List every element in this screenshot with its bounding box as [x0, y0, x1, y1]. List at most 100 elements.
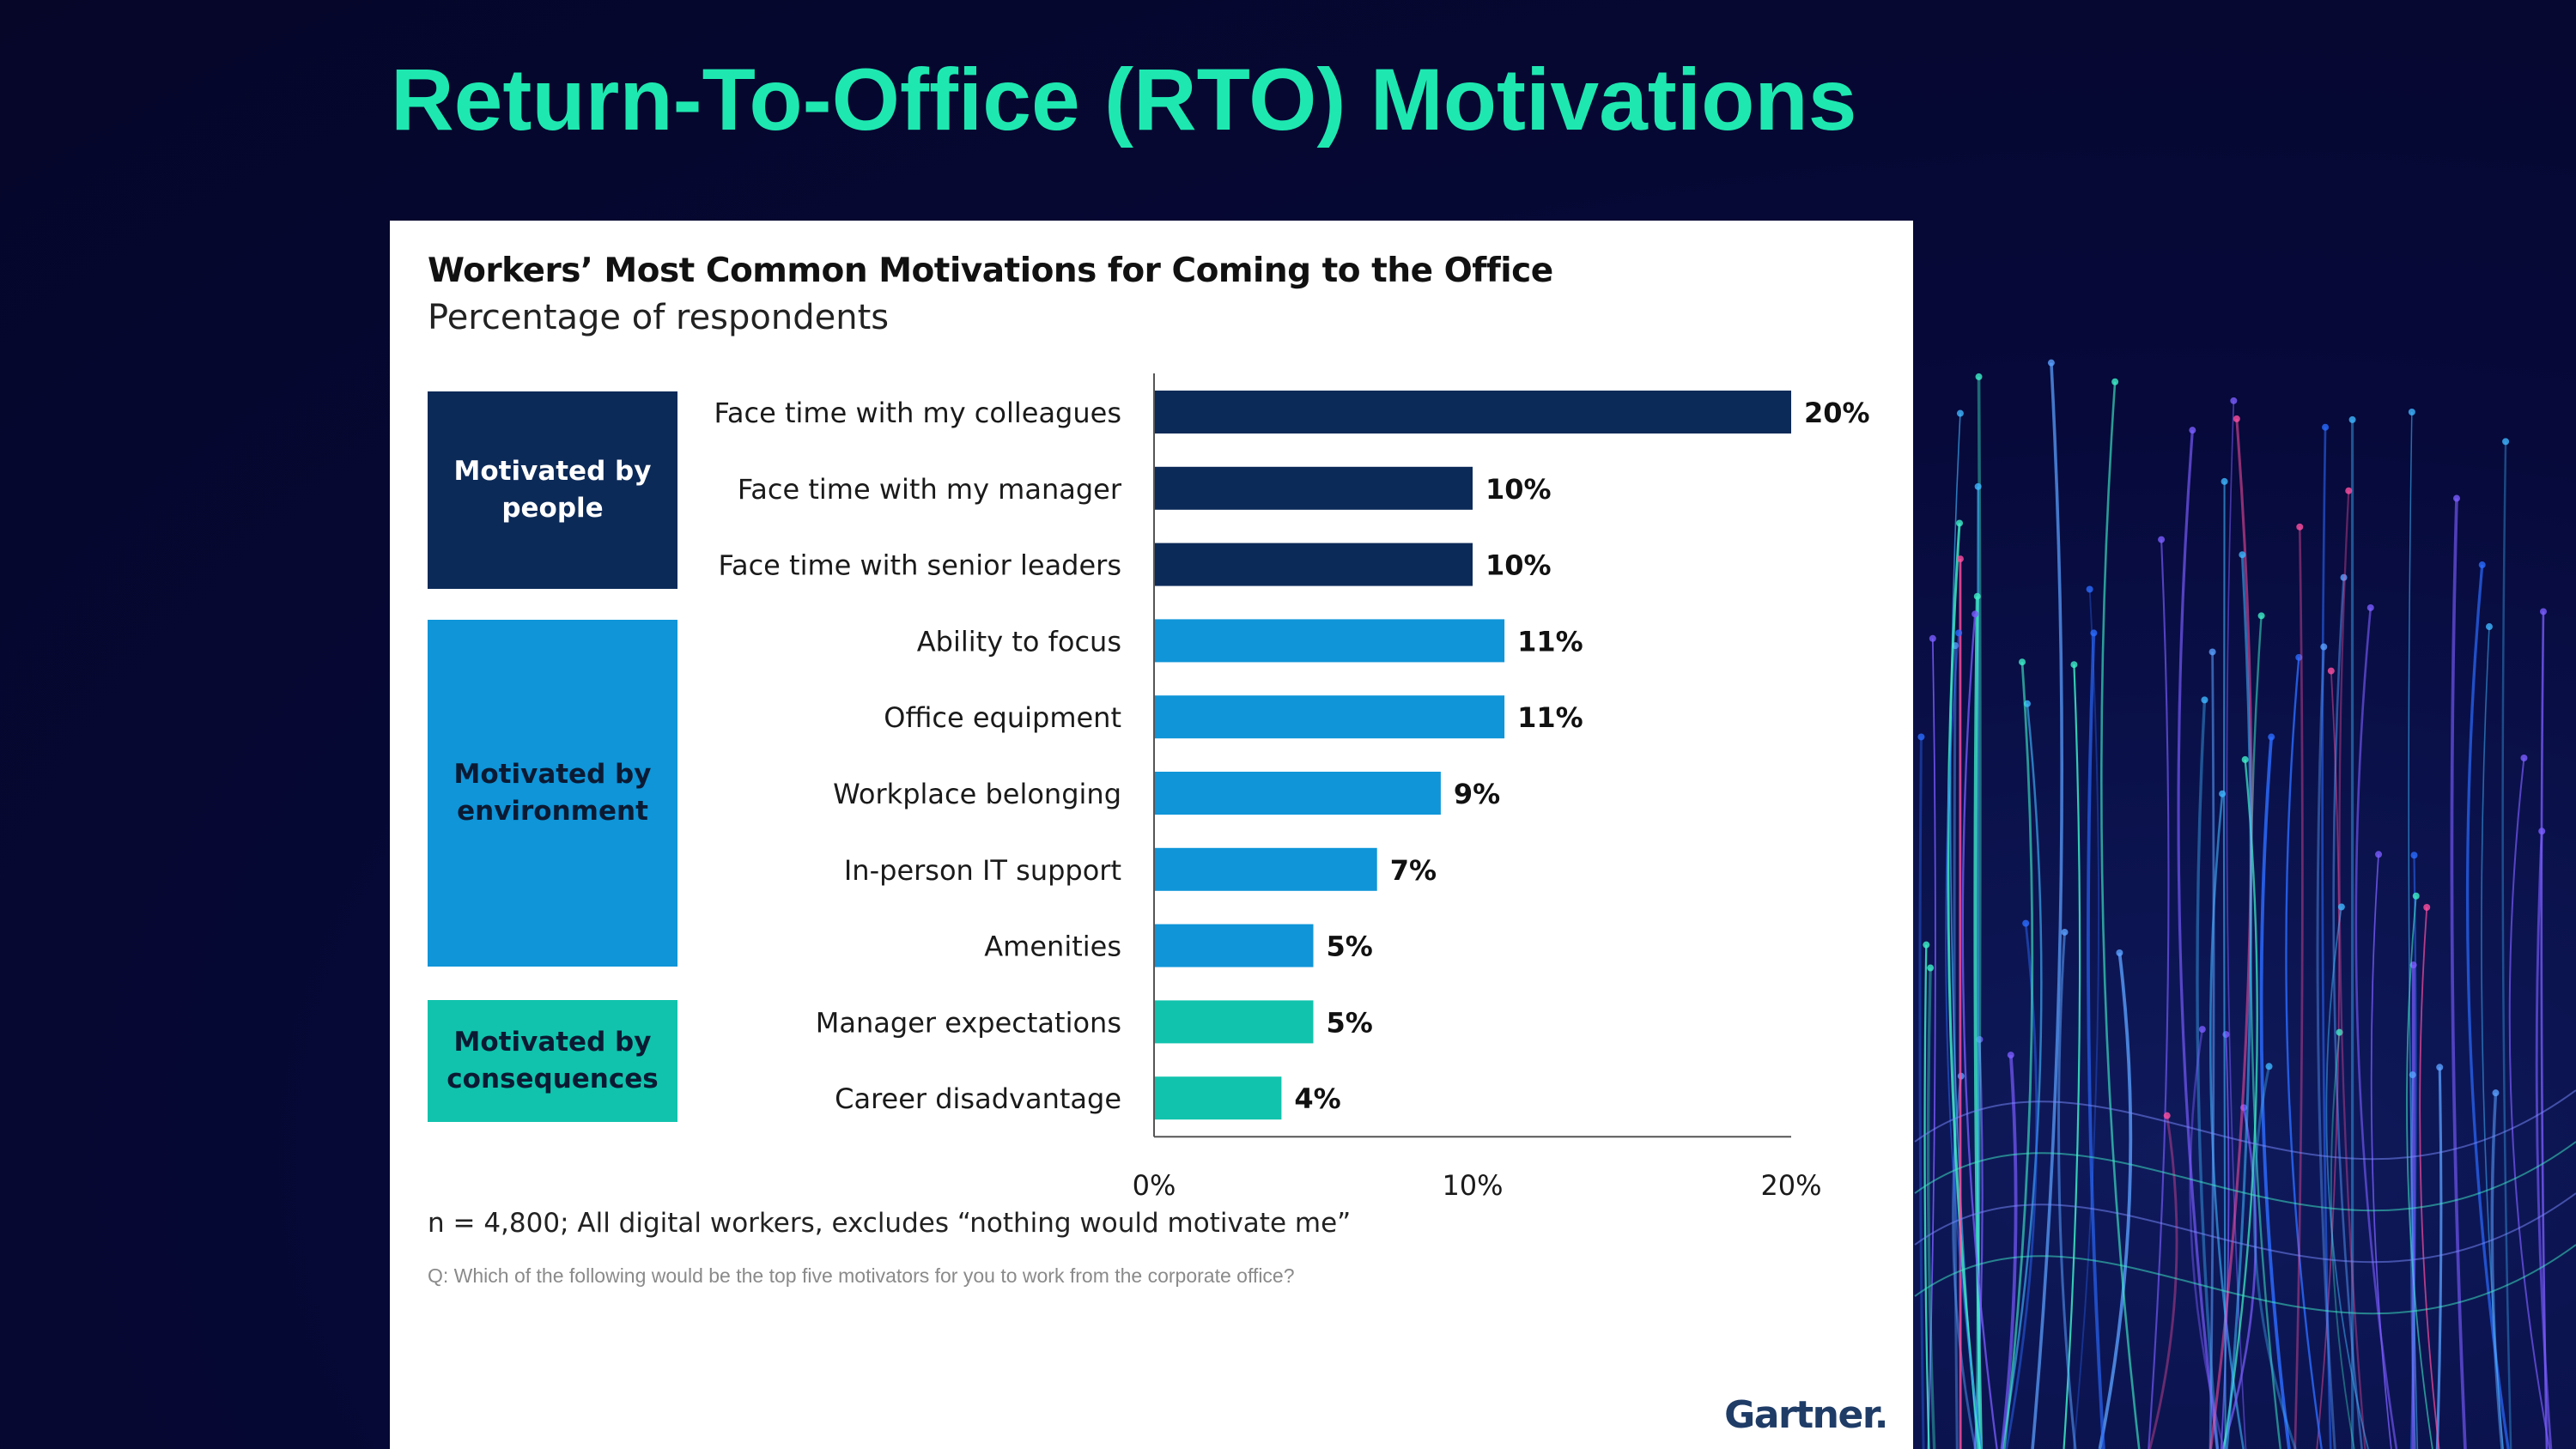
streak-tip	[2485, 623, 2493, 631]
category-label-4: Ability to focus	[917, 625, 1121, 658]
streak-tip	[2111, 378, 2119, 385]
streak-tip	[1927, 964, 1935, 972]
streak-tip	[1917, 733, 1925, 741]
light-wave	[1914, 1089, 2576, 1161]
streak-tip	[2337, 903, 2345, 911]
bar-7	[1154, 847, 1377, 891]
light-streak	[2338, 490, 2366, 1449]
light-streak	[2252, 1065, 2297, 1449]
value-label-10: 4%	[1294, 1082, 1340, 1115]
category-label-5: Office equipment	[884, 701, 1121, 734]
streak-tip	[2436, 1064, 2444, 1071]
group-environment-label: Motivated by environment	[453, 758, 652, 827]
light-streak	[2408, 411, 2419, 1449]
light-streak	[1918, 737, 1925, 1449]
light-streak	[2087, 633, 2105, 1449]
light-streak	[2196, 700, 2220, 1449]
value-label-9: 5%	[1327, 1006, 1373, 1039]
streak-tip	[2348, 415, 2356, 423]
light-streak	[2481, 626, 2504, 1449]
streak-tip	[2221, 477, 2228, 485]
bar-3	[1154, 543, 1473, 586]
bar-chart: Face time with my colleagues 20% Face time…	[714, 373, 1870, 1202]
light-streak	[1947, 523, 1981, 1449]
light-streak	[2057, 931, 2077, 1449]
light-streak	[2002, 662, 2034, 1449]
streak-tip	[1956, 555, 1964, 563]
bar-1	[1154, 391, 1791, 433]
value-label-8: 5%	[1327, 931, 1373, 963]
light-streak	[2293, 526, 2304, 1449]
light-streak	[2450, 498, 2467, 1449]
streak-tip	[2086, 585, 2093, 593]
streak-tip	[2208, 648, 2216, 656]
value-label-1: 20%	[1804, 397, 1870, 429]
light-streak	[1945, 633, 1983, 1449]
light-wave	[1914, 1192, 2576, 1264]
streak-tip	[2453, 494, 2461, 502]
light-streak	[2465, 564, 2510, 1449]
bar-4	[1154, 619, 1505, 663]
group-consequences-box: Motivated by consequences	[428, 1000, 677, 1122]
streak-tip	[2239, 551, 2246, 559]
light-streak	[2249, 615, 2281, 1449]
streak-tip	[1955, 629, 1963, 637]
light-streak	[1923, 944, 1930, 1449]
category-label-3: Face time with senior leaders	[718, 549, 1121, 582]
streak-tip	[2322, 423, 2330, 431]
streak-tip	[2340, 573, 2348, 581]
streak-tip	[2492, 1089, 2500, 1097]
streak-tip	[2047, 359, 2055, 367]
light-streak	[1961, 614, 1998, 1449]
value-label-2: 10%	[1485, 473, 1552, 506]
streak-tip	[1973, 592, 1981, 600]
streak-tip	[2061, 928, 2069, 936]
light-streak	[2316, 646, 2336, 1449]
light-streak	[2100, 381, 2141, 1449]
light-streak	[2221, 1107, 2257, 1449]
streak-tip	[2265, 1063, 2273, 1070]
light-streak	[2535, 831, 2553, 1449]
category-label-7: In-person IT support	[844, 854, 1121, 887]
streak-tip	[2201, 696, 2208, 704]
light-streak	[2208, 652, 2215, 1449]
light-streak	[1952, 1076, 1977, 1449]
value-label-7: 7%	[1390, 854, 1437, 887]
light-streak	[2321, 427, 2332, 1449]
value-label-4: 11%	[1517, 625, 1583, 658]
sample-footnote: n = 4,800; All digital workers, excludes…	[428, 1208, 1352, 1239]
light-streak	[2406, 895, 2433, 1449]
category-label-10: Career disadvantage	[835, 1082, 1121, 1115]
streak-tip	[2412, 892, 2420, 900]
light-streak	[2098, 952, 2133, 1449]
light-wave	[1914, 1244, 2576, 1315]
streak-tip	[2520, 754, 2528, 761]
streak-tip	[1971, 610, 1979, 618]
light-streak	[2285, 657, 2323, 1449]
light-streak	[2325, 906, 2369, 1449]
streak-tip	[2070, 661, 2078, 669]
bar-5	[1154, 695, 1505, 739]
streak-tip	[2366, 603, 2374, 611]
bar-9	[1154, 1000, 1314, 1044]
light-streak	[1927, 638, 1936, 1449]
light-streak	[1973, 596, 1984, 1449]
light-streak	[2073, 589, 2100, 1449]
light-streak	[2148, 539, 2170, 1449]
streak-tip	[1956, 409, 1964, 417]
light-streak	[2208, 793, 2245, 1449]
light-streak	[2316, 670, 2341, 1449]
streak-tip	[2090, 629, 2098, 637]
category-label-8: Amenities	[984, 931, 1121, 963]
x-tick-label-1: 0%	[1133, 1169, 1176, 1202]
streak-tip	[2296, 523, 2304, 530]
streak-tip	[1975, 373, 1983, 380]
light-streak	[2222, 481, 2227, 1449]
light-streak	[2259, 737, 2291, 1449]
light-streak	[2508, 757, 2551, 1449]
light-streak	[2222, 759, 2258, 1449]
streak-tip	[2375, 851, 2383, 858]
streak-tip	[2327, 667, 2335, 675]
streak-tip	[1923, 941, 1930, 949]
